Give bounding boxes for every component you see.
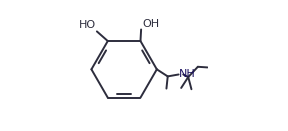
Text: NH: NH — [179, 69, 196, 79]
Text: OH: OH — [142, 19, 160, 29]
Text: HO: HO — [79, 20, 96, 30]
